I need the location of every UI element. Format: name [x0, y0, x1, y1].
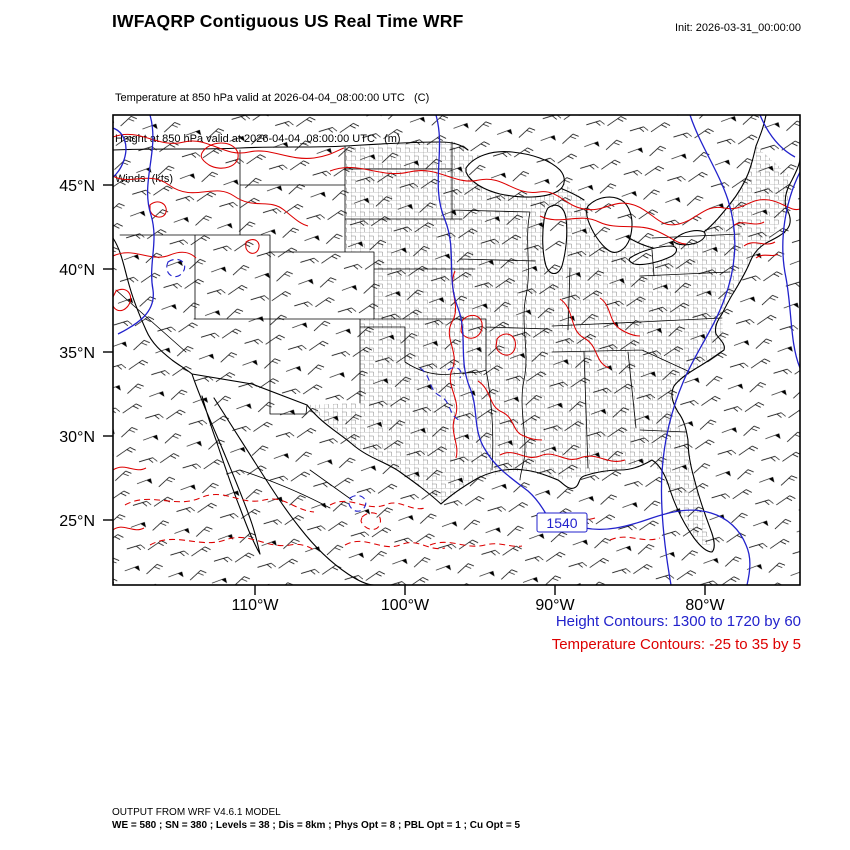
contour-legend: Height Contours: 1300 to 1720 by 60 Temp…	[552, 610, 801, 656]
lat-tick-label: 25°N	[59, 513, 95, 530]
lon-tick-label: 100°W	[381, 597, 430, 614]
lon-tick-label: 110°W	[231, 597, 279, 614]
axis-labels: 45°N 40°N 35°N 30°N 25°N 110°W 100°W 90°…	[59, 178, 725, 614]
init-time-label: Init: 2026-03-31_00:00:00	[675, 22, 801, 34]
lat-tick-label: 30°N	[59, 429, 95, 446]
wind-barbs-field	[113, 115, 800, 585]
contour-label-text: 1540	[546, 515, 577, 531]
lat-tick-label: 40°N	[59, 262, 95, 279]
lon-tick-label: 90°W	[535, 597, 575, 614]
height-contour-range-label: Height Contours: 1300 to 1720 by 60	[555, 613, 801, 630]
height-contour-dashed	[166, 258, 462, 512]
height-contour	[113, 115, 800, 585]
legend-temperature-line: Temperature at 850 hPa valid at 2026-04-…	[115, 92, 430, 104]
height-contour-label: 1540	[536, 512, 588, 533]
lat-tick-label: 45°N	[59, 178, 95, 195]
map-interior: 1540	[113, 115, 800, 585]
model-version-label: OUTPUT FROM WRF V4.6.1 MODEL	[112, 807, 281, 818]
temperature-contour-dashed	[124, 493, 661, 551]
temperature-contour	[113, 133, 800, 531]
page-title: IWFAQRP Contiguous US Real Time WRF	[112, 11, 464, 31]
model-info-footer: OUTPUT FROM WRF V4.6.1 MODEL WE = 580 ; …	[112, 806, 520, 832]
temperature-contours	[113, 133, 800, 551]
lat-tick-label: 35°N	[59, 345, 95, 362]
contour-label-box	[536, 512, 588, 533]
lon-tick-label: 80°W	[685, 597, 725, 614]
temperature-contour-range-label: Temperature Contours: -25 to 35 by 5	[551, 636, 801, 653]
map-frame	[112, 114, 801, 586]
axis-ticks	[103, 184, 706, 595]
height-contours	[113, 115, 800, 585]
model-config-label: WE = 580 ; SN = 380 ; Levels = 38 ; Dis …	[112, 820, 521, 831]
